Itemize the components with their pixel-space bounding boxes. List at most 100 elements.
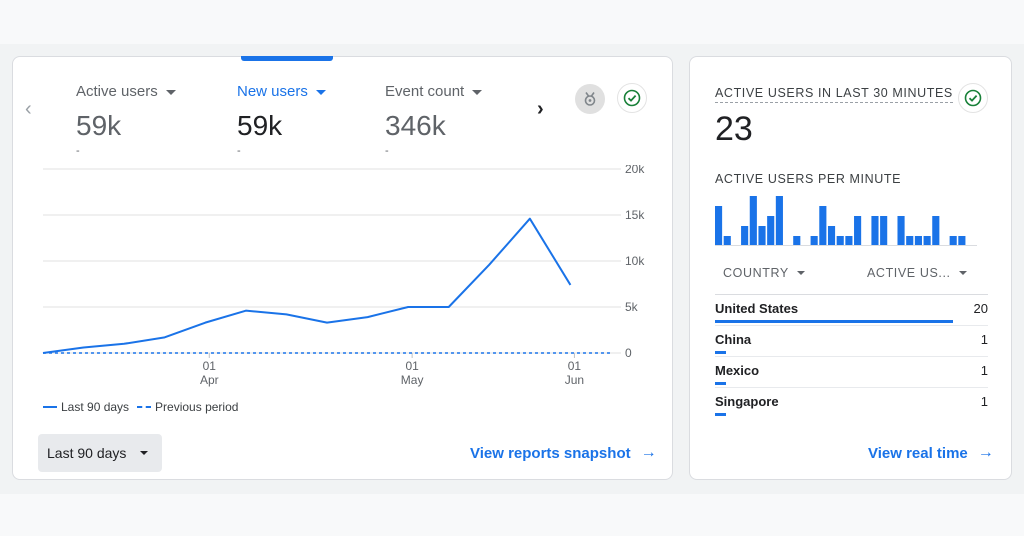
metric-value: 346k <box>385 110 446 141</box>
realtime-count: 23 <box>715 110 753 148</box>
caret-down-icon <box>796 271 805 275</box>
table-row: Mexico 1 <box>715 357 988 388</box>
per-minute-label: ACTIVE USERS PER MINUTE <box>715 172 902 186</box>
metric-new-users[interactable]: New users 59k - <box>237 81 377 161</box>
metric-label: Active users <box>76 82 158 100</box>
metric-delta: - <box>76 145 80 157</box>
check-circle-icon[interactable] <box>617 83 647 113</box>
check-glyph <box>623 89 641 107</box>
insights-glyph <box>584 92 596 106</box>
metric-value: 59k <box>76 110 122 141</box>
table-divider <box>715 294 988 295</box>
chevron-right-icon[interactable]: › <box>537 98 544 120</box>
arrow-right-icon: → <box>640 444 657 461</box>
share-bar <box>715 351 726 354</box>
country-name: Singapore <box>715 394 779 409</box>
minute-bar <box>906 236 914 246</box>
minute-bar <box>854 216 862 246</box>
caret-down-icon <box>140 451 149 455</box>
metric-label-container: New users <box>237 81 377 101</box>
metric-label: Event count <box>385 82 465 100</box>
y-tick-label: 10k <box>625 254 645 268</box>
y-tick-label: 15k <box>625 208 645 222</box>
last-90-days-line <box>42 217 572 354</box>
metric-delta: - <box>385 145 389 157</box>
y-tick-label: 20k <box>625 165 645 176</box>
country-value: 1 <box>980 363 988 378</box>
minute-bar <box>880 216 888 246</box>
country-name: United States <box>715 301 799 316</box>
chart-legend: Last 90 days Previous period <box>43 400 246 414</box>
y-tick-label: 0 <box>625 346 632 360</box>
chevron-left-icon[interactable]: ‹ <box>25 98 32 120</box>
realtime-card: ACTIVE USERS IN LAST 30 MINUTES 23 ACTIV… <box>689 56 1012 480</box>
row-divider <box>715 356 988 357</box>
x-tick-day: 01 <box>203 359 217 373</box>
caret-down-icon <box>315 89 326 95</box>
metric-label-container: Event count <box>385 81 525 101</box>
country-name: China <box>715 332 752 347</box>
country-value: 1 <box>980 394 988 409</box>
y-tick-label: 5k <box>625 300 639 314</box>
bottom-band <box>0 494 1024 536</box>
per-minute-bar-chart <box>715 196 966 246</box>
metric-delta: - <box>237 145 241 157</box>
table-row: United States 20 <box>715 295 988 326</box>
minute-bar <box>958 236 966 246</box>
metric-event-count[interactable]: Event count 346k - <box>385 81 525 161</box>
legend-item-previous: Previous period <box>137 400 238 414</box>
row-divider <box>715 387 988 388</box>
selected-tab-indicator <box>241 56 333 61</box>
caret-down-icon <box>958 271 967 275</box>
minute-bar <box>758 226 766 246</box>
metric-value: 59k <box>237 110 283 141</box>
share-bar <box>715 413 726 416</box>
minute-bar <box>741 226 749 246</box>
minute-bar <box>949 236 957 246</box>
view-real-time-link[interactable]: View real time → <box>868 444 994 462</box>
x-tick-month: Apr <box>200 373 219 387</box>
link-label: View real time <box>868 444 968 462</box>
minute-bar <box>793 236 801 246</box>
column-header-label: COUNTRY <box>723 266 789 280</box>
metric-active-users[interactable]: Active users 59k - <box>76 81 216 161</box>
legend-dashed-swatch <box>137 406 152 408</box>
minute-bar <box>871 216 879 246</box>
check-glyph <box>964 89 982 107</box>
minute-bar <box>836 236 844 246</box>
country-column-header[interactable]: COUNTRY <box>723 266 805 280</box>
row-divider <box>715 325 988 326</box>
country-value: 20 <box>973 301 988 316</box>
minute-bar <box>914 236 922 246</box>
country-value: 1 <box>980 332 988 347</box>
summary-card: ‹ Active users 59k - New users 59k - Eve… <box>12 56 673 480</box>
minute-bar <box>775 196 783 246</box>
minute-bar <box>897 216 905 246</box>
minute-bar <box>923 236 931 246</box>
mini-chart-baseline <box>715 245 977 246</box>
active-users-column-header[interactable]: ACTIVE US... <box>867 266 967 280</box>
date-range-value: Last 90 days <box>47 445 127 461</box>
minute-bar <box>767 216 775 246</box>
insights-icon[interactable] <box>575 84 605 114</box>
metric-label: New users <box>237 82 308 100</box>
minute-bar <box>715 206 723 246</box>
legend-label: Previous period <box>155 400 239 414</box>
realtime-title: ACTIVE USERS IN LAST 30 MINUTES <box>715 86 953 103</box>
x-tick-day: 01 <box>568 359 582 373</box>
minute-bar <box>932 216 940 246</box>
check-circle-icon[interactable] <box>958 83 988 113</box>
top-band <box>0 0 1024 44</box>
arrow-right-icon: → <box>977 444 994 461</box>
minute-bar <box>845 236 853 246</box>
minute-bar <box>723 236 731 246</box>
table-row: China 1 <box>715 326 988 357</box>
date-range-select[interactable]: Last 90 days <box>38 434 162 472</box>
view-reports-snapshot-link[interactable]: View reports snapshot → <box>470 444 657 462</box>
x-tick-month: May <box>401 373 424 387</box>
caret-down-icon <box>472 89 483 95</box>
link-label: View reports snapshot <box>470 444 631 462</box>
minute-bar <box>749 196 757 246</box>
x-tick-day: 01 <box>405 359 419 373</box>
